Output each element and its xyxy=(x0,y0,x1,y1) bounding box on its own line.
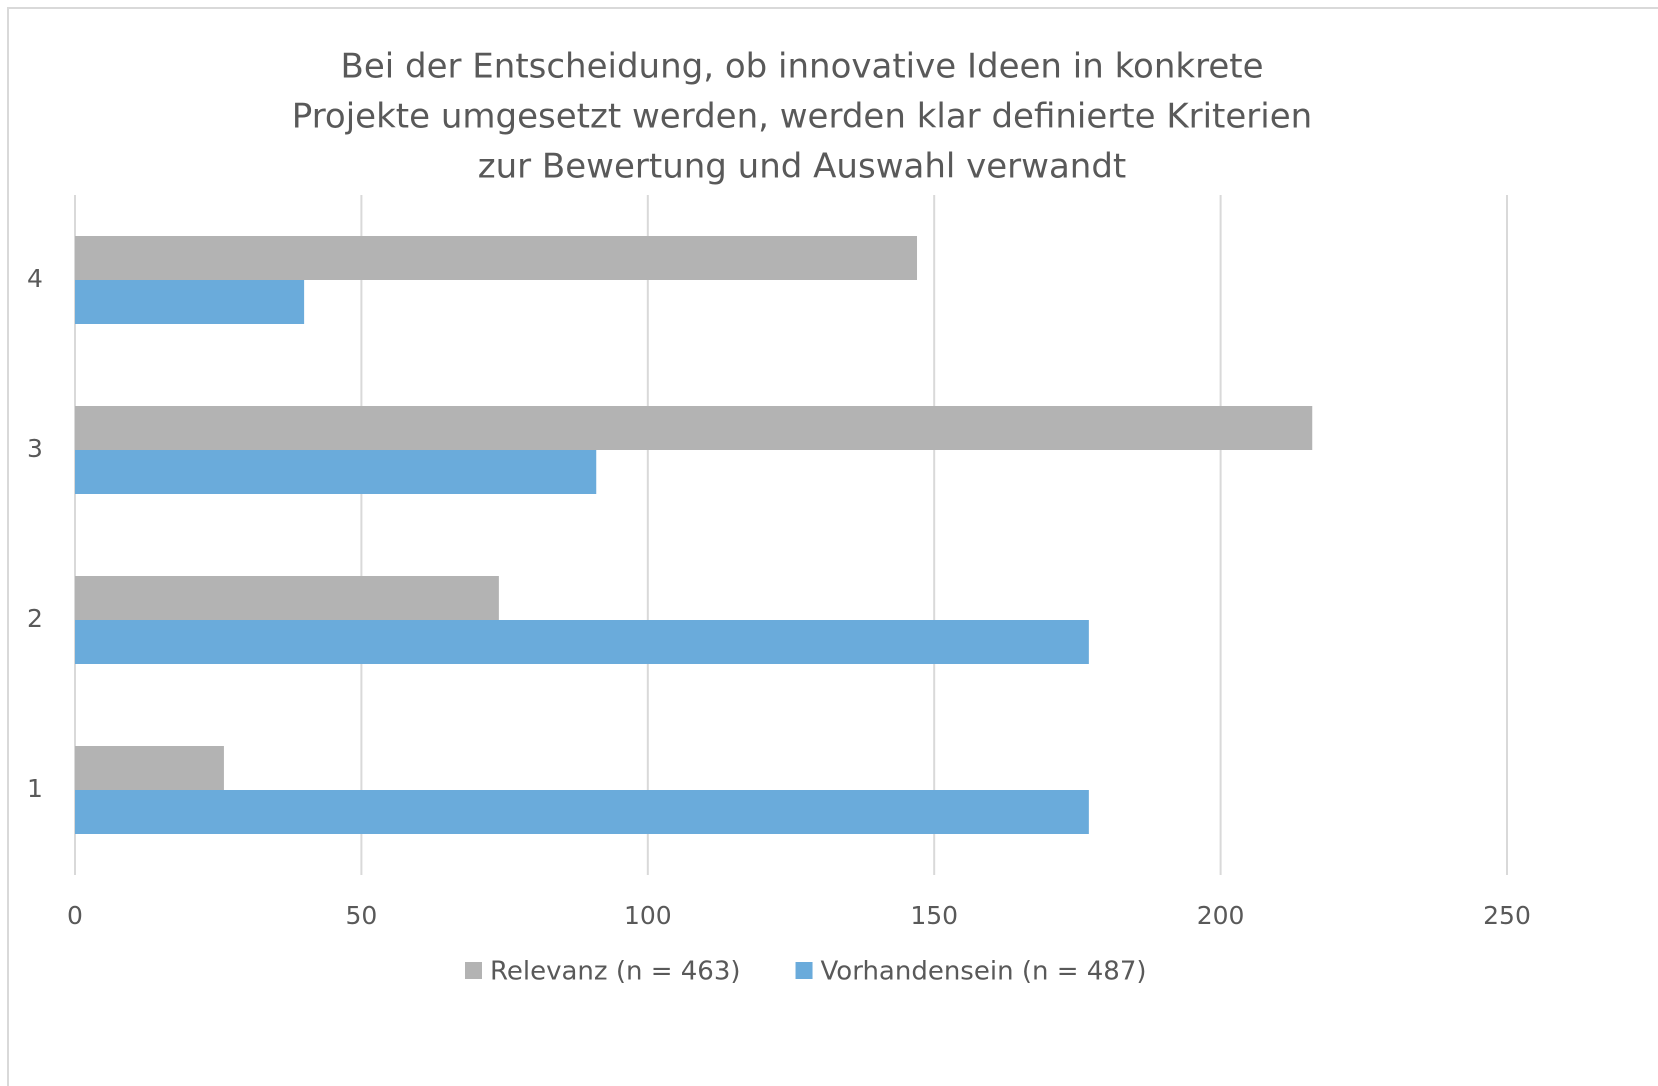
y-tick-label: 1 xyxy=(27,774,43,803)
bar xyxy=(75,620,1089,664)
legend-swatch xyxy=(795,962,813,979)
bar xyxy=(75,236,918,280)
chart-title: zur Bewertung und Auswahl verwandt xyxy=(478,147,1127,187)
chart-title: Projekte umgesetzt werden, werden klar d… xyxy=(292,97,1312,137)
x-tick-label: 50 xyxy=(345,901,377,930)
bar xyxy=(75,280,305,324)
bar xyxy=(75,576,499,620)
legend-label: Relevanz (n = 463) xyxy=(490,957,741,987)
x-tick-label: 100 xyxy=(624,901,672,930)
legend-label: Vorhandensein (n = 487) xyxy=(821,957,1147,987)
chart-border xyxy=(7,7,1658,1086)
y-tick-label: 2 xyxy=(27,604,43,633)
legend-swatch xyxy=(465,962,482,979)
bar xyxy=(75,406,1313,450)
x-tick-label: 150 xyxy=(910,901,958,930)
y-tick-label: 4 xyxy=(27,264,43,293)
y-tick-label: 3 xyxy=(27,434,43,463)
bar xyxy=(75,450,597,494)
x-tick-label: 200 xyxy=(1197,901,1245,930)
x-tick-label: 250 xyxy=(1483,901,1531,930)
chart-title: Bei der Entscheidung, ob innovative Idee… xyxy=(341,47,1264,87)
bar xyxy=(75,790,1089,834)
bar xyxy=(75,746,224,790)
x-tick-label: 0 xyxy=(67,901,83,930)
